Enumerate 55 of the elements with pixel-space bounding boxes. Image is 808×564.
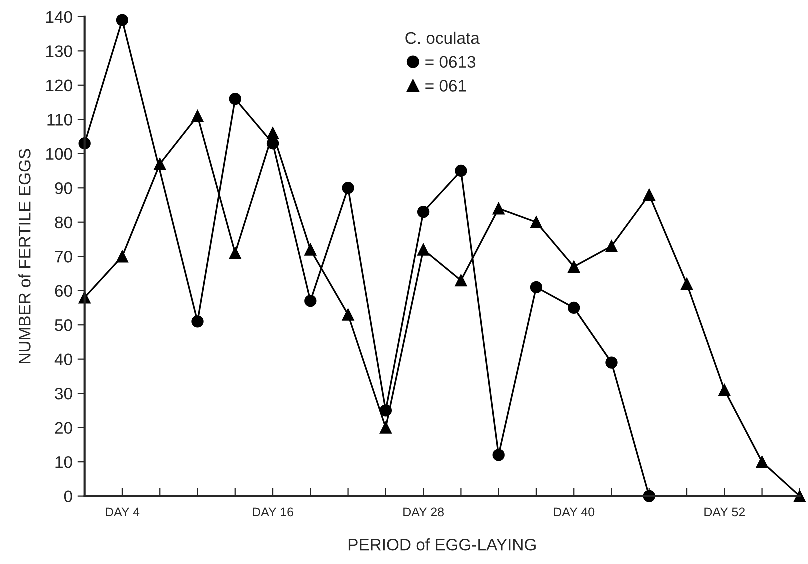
legend-title: C. oculata: [406, 32, 480, 44]
y-tick-label: 70: [55, 251, 72, 263]
point: [116, 14, 129, 26]
point: [304, 295, 317, 308]
y-tick-label: 30: [55, 388, 72, 400]
y-tick-label: 40: [54, 354, 72, 366]
point: [568, 302, 580, 314]
point: [568, 260, 580, 273]
y-axis-title: NUMBER of FERTILE EGGS: [18, 149, 31, 364]
point: [606, 356, 618, 369]
legend-label: = 061: [426, 80, 466, 92]
y-tick-label: 90: [55, 182, 72, 194]
point: [530, 216, 543, 228]
point: [606, 240, 618, 252]
point: [417, 206, 430, 218]
y-tick-label: 120: [46, 80, 72, 92]
x-tick-label: DAY 52: [704, 508, 745, 517]
y-tick-label: 140: [46, 11, 72, 24]
point: [455, 164, 468, 178]
point: [304, 244, 317, 256]
point: [342, 308, 354, 321]
point: [229, 247, 242, 260]
x-tick-label: DAY 16: [253, 508, 294, 517]
y-tick-label: 80: [55, 216, 72, 229]
x-tick-label: DAY 40: [554, 508, 595, 517]
legend-label: = 0613: [426, 56, 476, 68]
point: [417, 244, 430, 256]
point: [718, 384, 731, 396]
point: [116, 250, 129, 263]
y-tick-label: 60: [55, 285, 72, 298]
point: [380, 422, 392, 434]
y-tick-label: 100: [46, 148, 72, 160]
point: [530, 281, 543, 294]
point: [342, 182, 354, 194]
point: [492, 202, 505, 215]
point: [756, 456, 768, 468]
y-tick-label: 130: [46, 46, 72, 58]
point: [192, 110, 204, 122]
point: [794, 490, 806, 502]
y-tick-label: 10: [56, 456, 72, 468]
point: [643, 188, 656, 202]
x-axis-title: PERIOD of EGG-LAYING: [348, 538, 536, 551]
point: [229, 93, 242, 106]
point: [266, 127, 280, 140]
y-tick-label: 50: [55, 320, 72, 332]
point: [154, 158, 166, 170]
point: [192, 316, 204, 328]
x-tick-label: DAY 4: [106, 508, 140, 516]
point: [680, 278, 694, 290]
y-tick-label: 0: [64, 490, 72, 503]
y-tick-label: 20: [55, 422, 72, 434]
point: [492, 449, 505, 462]
x-tick-label: DAY 28: [404, 508, 444, 517]
y-tick-label: 110: [48, 114, 72, 126]
point: [455, 274, 468, 287]
